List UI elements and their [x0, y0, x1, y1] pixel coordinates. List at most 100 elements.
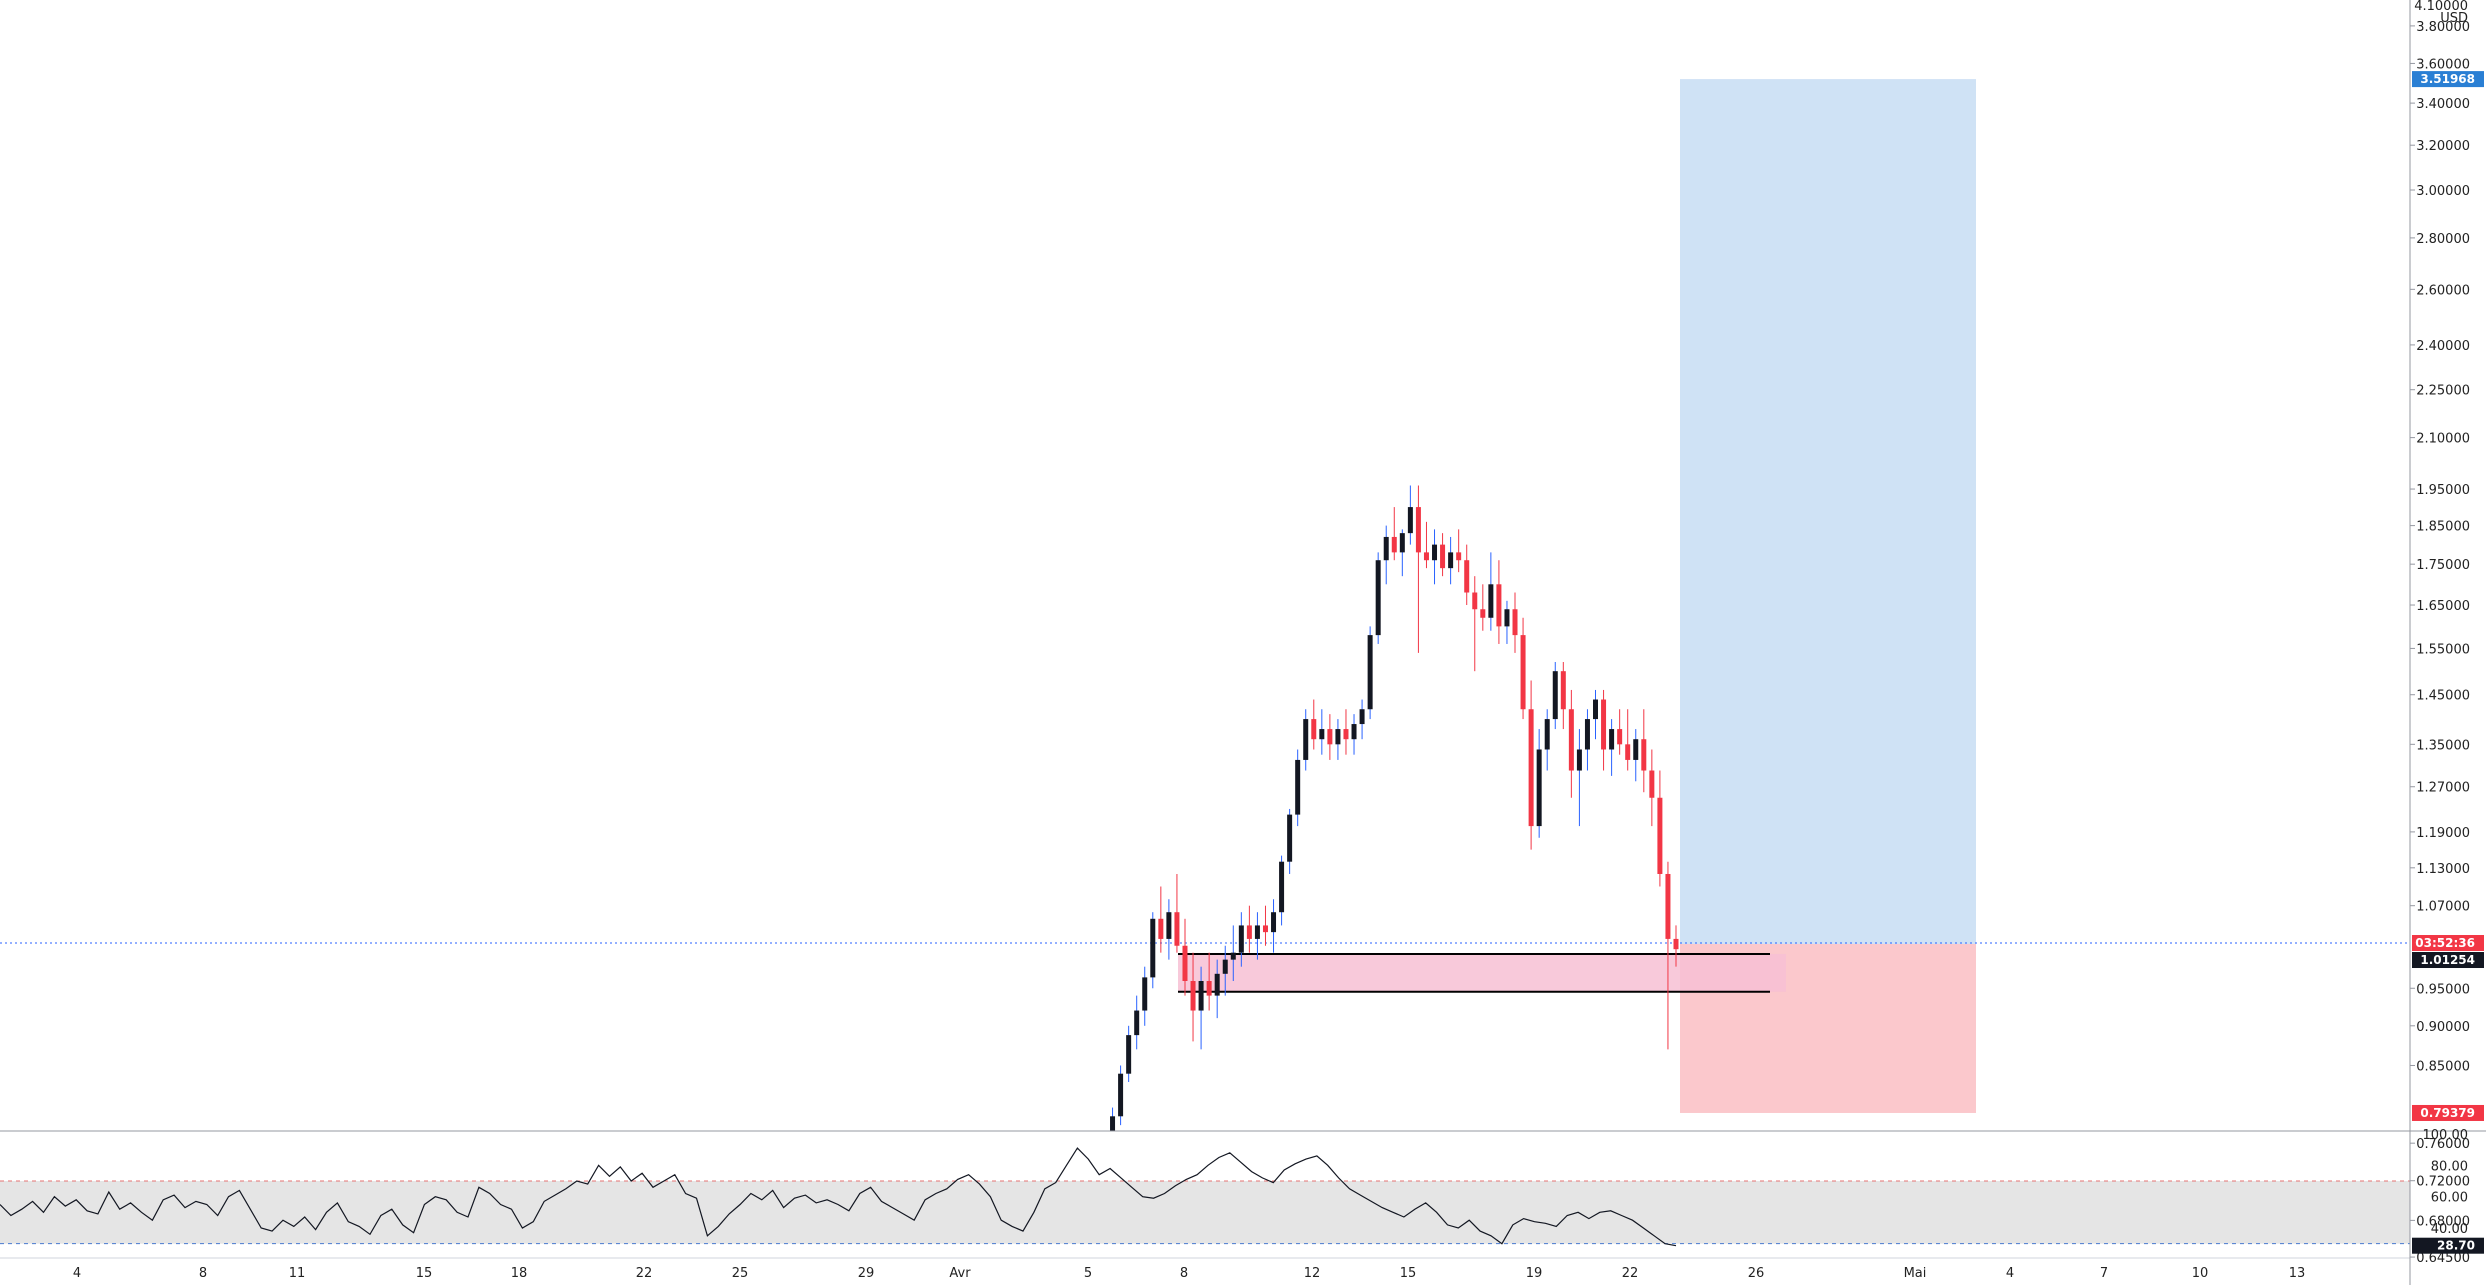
candle-body — [1335, 729, 1341, 745]
candle-body — [1367, 635, 1373, 710]
candle-body — [1641, 739, 1647, 771]
candle-body — [1432, 544, 1438, 561]
price-tick-label: 0.90000 — [2416, 1020, 2470, 1035]
candle-body — [1327, 729, 1333, 745]
target-zone — [1680, 79, 1976, 945]
candle-body — [1601, 699, 1607, 750]
candle-body — [1568, 709, 1574, 771]
candle-body — [1351, 724, 1357, 740]
price-tick-label: 0.64500 — [2416, 1251, 2470, 1266]
candle-body — [1246, 925, 1252, 939]
rsi-tick-label: 100.00 — [2423, 1128, 2469, 1143]
candle-body — [1030, 1262, 1035, 1275]
candle-body — [1399, 533, 1405, 553]
price-tick-label: 2.25000 — [2416, 384, 2470, 399]
stop-price-badge: 0.79379 — [2420, 1106, 2475, 1120]
candle-body — [1182, 945, 1188, 981]
candle-body — [1375, 560, 1381, 636]
candle-body — [1456, 552, 1462, 561]
candle-body — [1038, 1262, 1043, 1273]
candle-body — [1279, 861, 1285, 913]
candle-body — [1423, 552, 1429, 561]
time-tick-label: 13 — [2289, 1266, 2306, 1281]
candle-body — [1206, 980, 1212, 996]
candle-body — [1271, 912, 1277, 933]
price-tick-label: 1.55000 — [2416, 642, 2470, 657]
candles-group — [1022, 485, 1679, 1285]
current-price-badge-bg — [2412, 952, 2484, 969]
price-tick-label: 4.10000 — [2414, 0, 2468, 14]
time-tick-label: 12 — [1304, 1266, 1321, 1281]
candle-body — [1046, 1273, 1051, 1285]
price-tick-label: 3.40000 — [2416, 97, 2470, 112]
candle-body — [1198, 980, 1204, 1011]
candle-body — [1311, 719, 1317, 740]
time-tick-label: 8 — [199, 1266, 207, 1281]
time-tick-label: 8 — [1180, 1266, 1188, 1281]
candle-body — [1022, 1276, 1027, 1285]
price-tick-label: 3.60000 — [2416, 57, 2470, 72]
candle-body — [1504, 609, 1510, 627]
candle-body — [1464, 560, 1470, 593]
time-tick-label: 19 — [1526, 1266, 1543, 1281]
price-tick-label: 1.65000 — [2416, 599, 2470, 614]
candle-body — [1070, 1268, 1075, 1285]
price-tick-label: 1.13000 — [2416, 862, 2470, 877]
price-tick-label: 0.85000 — [2416, 1059, 2470, 1074]
time-tick-label: 10 — [2192, 1266, 2209, 1281]
candle-body — [1254, 925, 1260, 939]
currency-label: USD — [2440, 11, 2468, 26]
candle-body — [1609, 729, 1615, 750]
candle-body — [1110, 1116, 1116, 1131]
time-tick-label: 18 — [511, 1266, 528, 1281]
candle-body — [1407, 507, 1413, 534]
candle-body — [1584, 719, 1590, 750]
candle-body — [1287, 814, 1293, 862]
candle-body — [1480, 609, 1486, 618]
time-tick-label: 11 — [289, 1266, 306, 1281]
price-tick-label: 2.40000 — [2416, 339, 2470, 354]
candle-body — [1625, 744, 1631, 760]
candle-body — [1593, 699, 1599, 720]
time-tick-label: 22 — [1622, 1266, 1639, 1281]
rsi-tick-label: 80.00 — [2431, 1159, 2468, 1174]
price-tick-label: 0.72000 — [2416, 1175, 2470, 1190]
candle-body — [1536, 749, 1542, 827]
candle-body — [1174, 912, 1180, 946]
candle-body — [1078, 1241, 1083, 1268]
price-tick-label: 2.80000 — [2416, 232, 2470, 247]
rsi-value-badge-bg — [2412, 1237, 2484, 1254]
candle-body — [1158, 918, 1164, 939]
support-zone — [1178, 953, 1786, 992]
price-tick-label: 1.85000 — [2416, 520, 2470, 535]
time-tick-label: 7 — [2100, 1266, 2108, 1281]
price-tick-label: 1.07000 — [2416, 900, 2470, 915]
time-tick-label: 26 — [1748, 1266, 1765, 1281]
candle-body — [1673, 938, 1679, 950]
candle-body — [1166, 912, 1172, 939]
candle-body — [1544, 719, 1550, 750]
candle-body — [1552, 671, 1558, 720]
candle-body — [1440, 544, 1446, 569]
current-price-badge: 1.01254 — [2420, 953, 2475, 967]
candle-body — [1126, 1035, 1132, 1074]
stop-price-badge-bg — [2412, 1104, 2484, 1121]
candle-body — [1230, 952, 1236, 960]
candle-body — [1415, 507, 1421, 553]
candle-body — [1528, 709, 1534, 827]
candle-body — [1520, 635, 1526, 710]
time-tick-label: 25 — [732, 1266, 749, 1281]
candle-body — [1488, 584, 1494, 618]
candle-body — [1512, 609, 1518, 636]
candle-body — [1633, 739, 1639, 760]
price-tick-label: 3.80000 — [2416, 20, 2470, 35]
price-tick-label: 3.20000 — [2416, 139, 2470, 154]
candle-body — [1657, 797, 1663, 874]
candle-body — [1649, 770, 1655, 798]
candle-body — [1383, 536, 1389, 561]
candle-body — [1303, 719, 1309, 760]
candle-body — [1150, 918, 1156, 978]
candle-body — [1262, 925, 1268, 933]
candle-body — [1238, 925, 1244, 953]
